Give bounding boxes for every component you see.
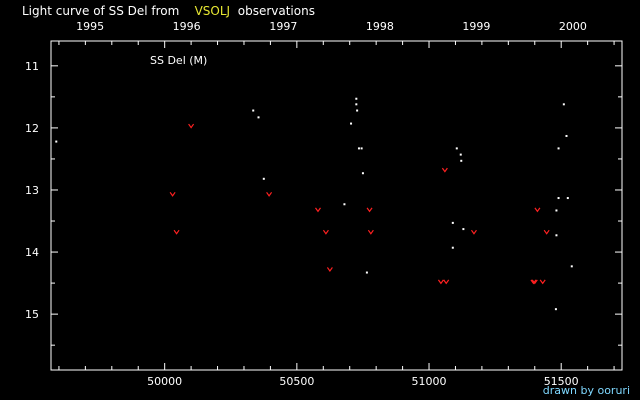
observation-point — [451, 246, 454, 249]
observation-point — [357, 147, 360, 150]
negative-observation-mark — [543, 229, 550, 235]
observation-point — [350, 122, 353, 125]
observation-point — [555, 209, 558, 212]
observation-point — [451, 221, 454, 224]
data-marks — [55, 97, 573, 311]
observation-point — [257, 116, 260, 119]
negative-observation-mark — [437, 279, 444, 285]
negative-observation-mark — [188, 123, 195, 129]
negative-observation-mark — [266, 191, 273, 197]
observation-point — [554, 308, 557, 311]
y-tick-label: 13 — [25, 184, 39, 197]
negative-observation-mark — [367, 229, 374, 235]
x-tick-label: 51500 — [544, 375, 579, 388]
negative-observation-mark — [366, 207, 373, 213]
credit-text: drawn by ooruri — [542, 384, 630, 397]
y-tick-label: 15 — [25, 308, 39, 321]
year-tick-label: 2000 — [559, 20, 587, 33]
observation-point — [460, 159, 463, 162]
observation-point — [566, 197, 569, 200]
observation-point — [360, 147, 363, 150]
chart-title: Light curve of SS Del from VSOLJ observa… — [22, 4, 315, 18]
y-tick-label: 12 — [25, 122, 39, 135]
observation-point — [459, 153, 462, 156]
observation-point — [355, 97, 358, 100]
negative-observation-mark — [326, 267, 333, 272]
year-tick-label: 1999 — [462, 20, 490, 33]
observation-point — [557, 197, 560, 200]
title-source: VSOLJ — [194, 4, 231, 18]
observation-point — [252, 109, 255, 112]
observation-point — [262, 177, 265, 180]
observation-point — [55, 140, 58, 143]
observation-point — [343, 203, 346, 206]
year-tick-label: 1995 — [76, 20, 104, 33]
observation-point — [462, 228, 465, 231]
title-suffix: observations — [237, 4, 315, 18]
x-tick-label: 50500 — [279, 375, 314, 388]
panel-label: SS Del (M) — [150, 54, 207, 67]
negative-observation-mark — [539, 279, 546, 285]
observation-point — [356, 109, 359, 112]
observation-point — [355, 103, 358, 106]
observation-point — [565, 134, 568, 137]
negative-observation-mark — [322, 229, 329, 235]
negative-observation-mark — [315, 207, 321, 213]
observation-point — [562, 103, 565, 106]
year-tick-label: 1996 — [173, 20, 201, 33]
y-tick-label: 14 — [25, 246, 39, 259]
title-prefix: Light curve of SS Del from — [22, 4, 180, 18]
negative-observation-mark — [173, 229, 180, 235]
negative-observation-mark — [443, 279, 450, 285]
negative-observation-mark — [534, 207, 541, 213]
x-tick-label: 50000 — [147, 375, 182, 388]
observation-point — [361, 172, 364, 175]
plot-frame — [50, 40, 623, 371]
negative-observation-mark — [530, 279, 537, 285]
negative-observation-mark — [531, 279, 538, 285]
observation-point — [570, 265, 573, 268]
x-tick-label: 51000 — [412, 375, 447, 388]
axes: 50000 50500 51000 51500 1995 1996 1997 1998 1999… — [25, 20, 622, 388]
negative-observation-mark — [169, 191, 176, 197]
year-tick-label: 1998 — [366, 20, 394, 33]
negative-observation-mark — [470, 229, 477, 235]
observation-point — [557, 147, 560, 150]
year-tick-label: 1997 — [269, 20, 297, 33]
y-tick-label: 11 — [25, 60, 39, 73]
observation-point — [455, 147, 458, 150]
negative-observation-mark — [441, 167, 448, 173]
observation-point — [555, 234, 558, 237]
observation-point — [365, 271, 368, 274]
